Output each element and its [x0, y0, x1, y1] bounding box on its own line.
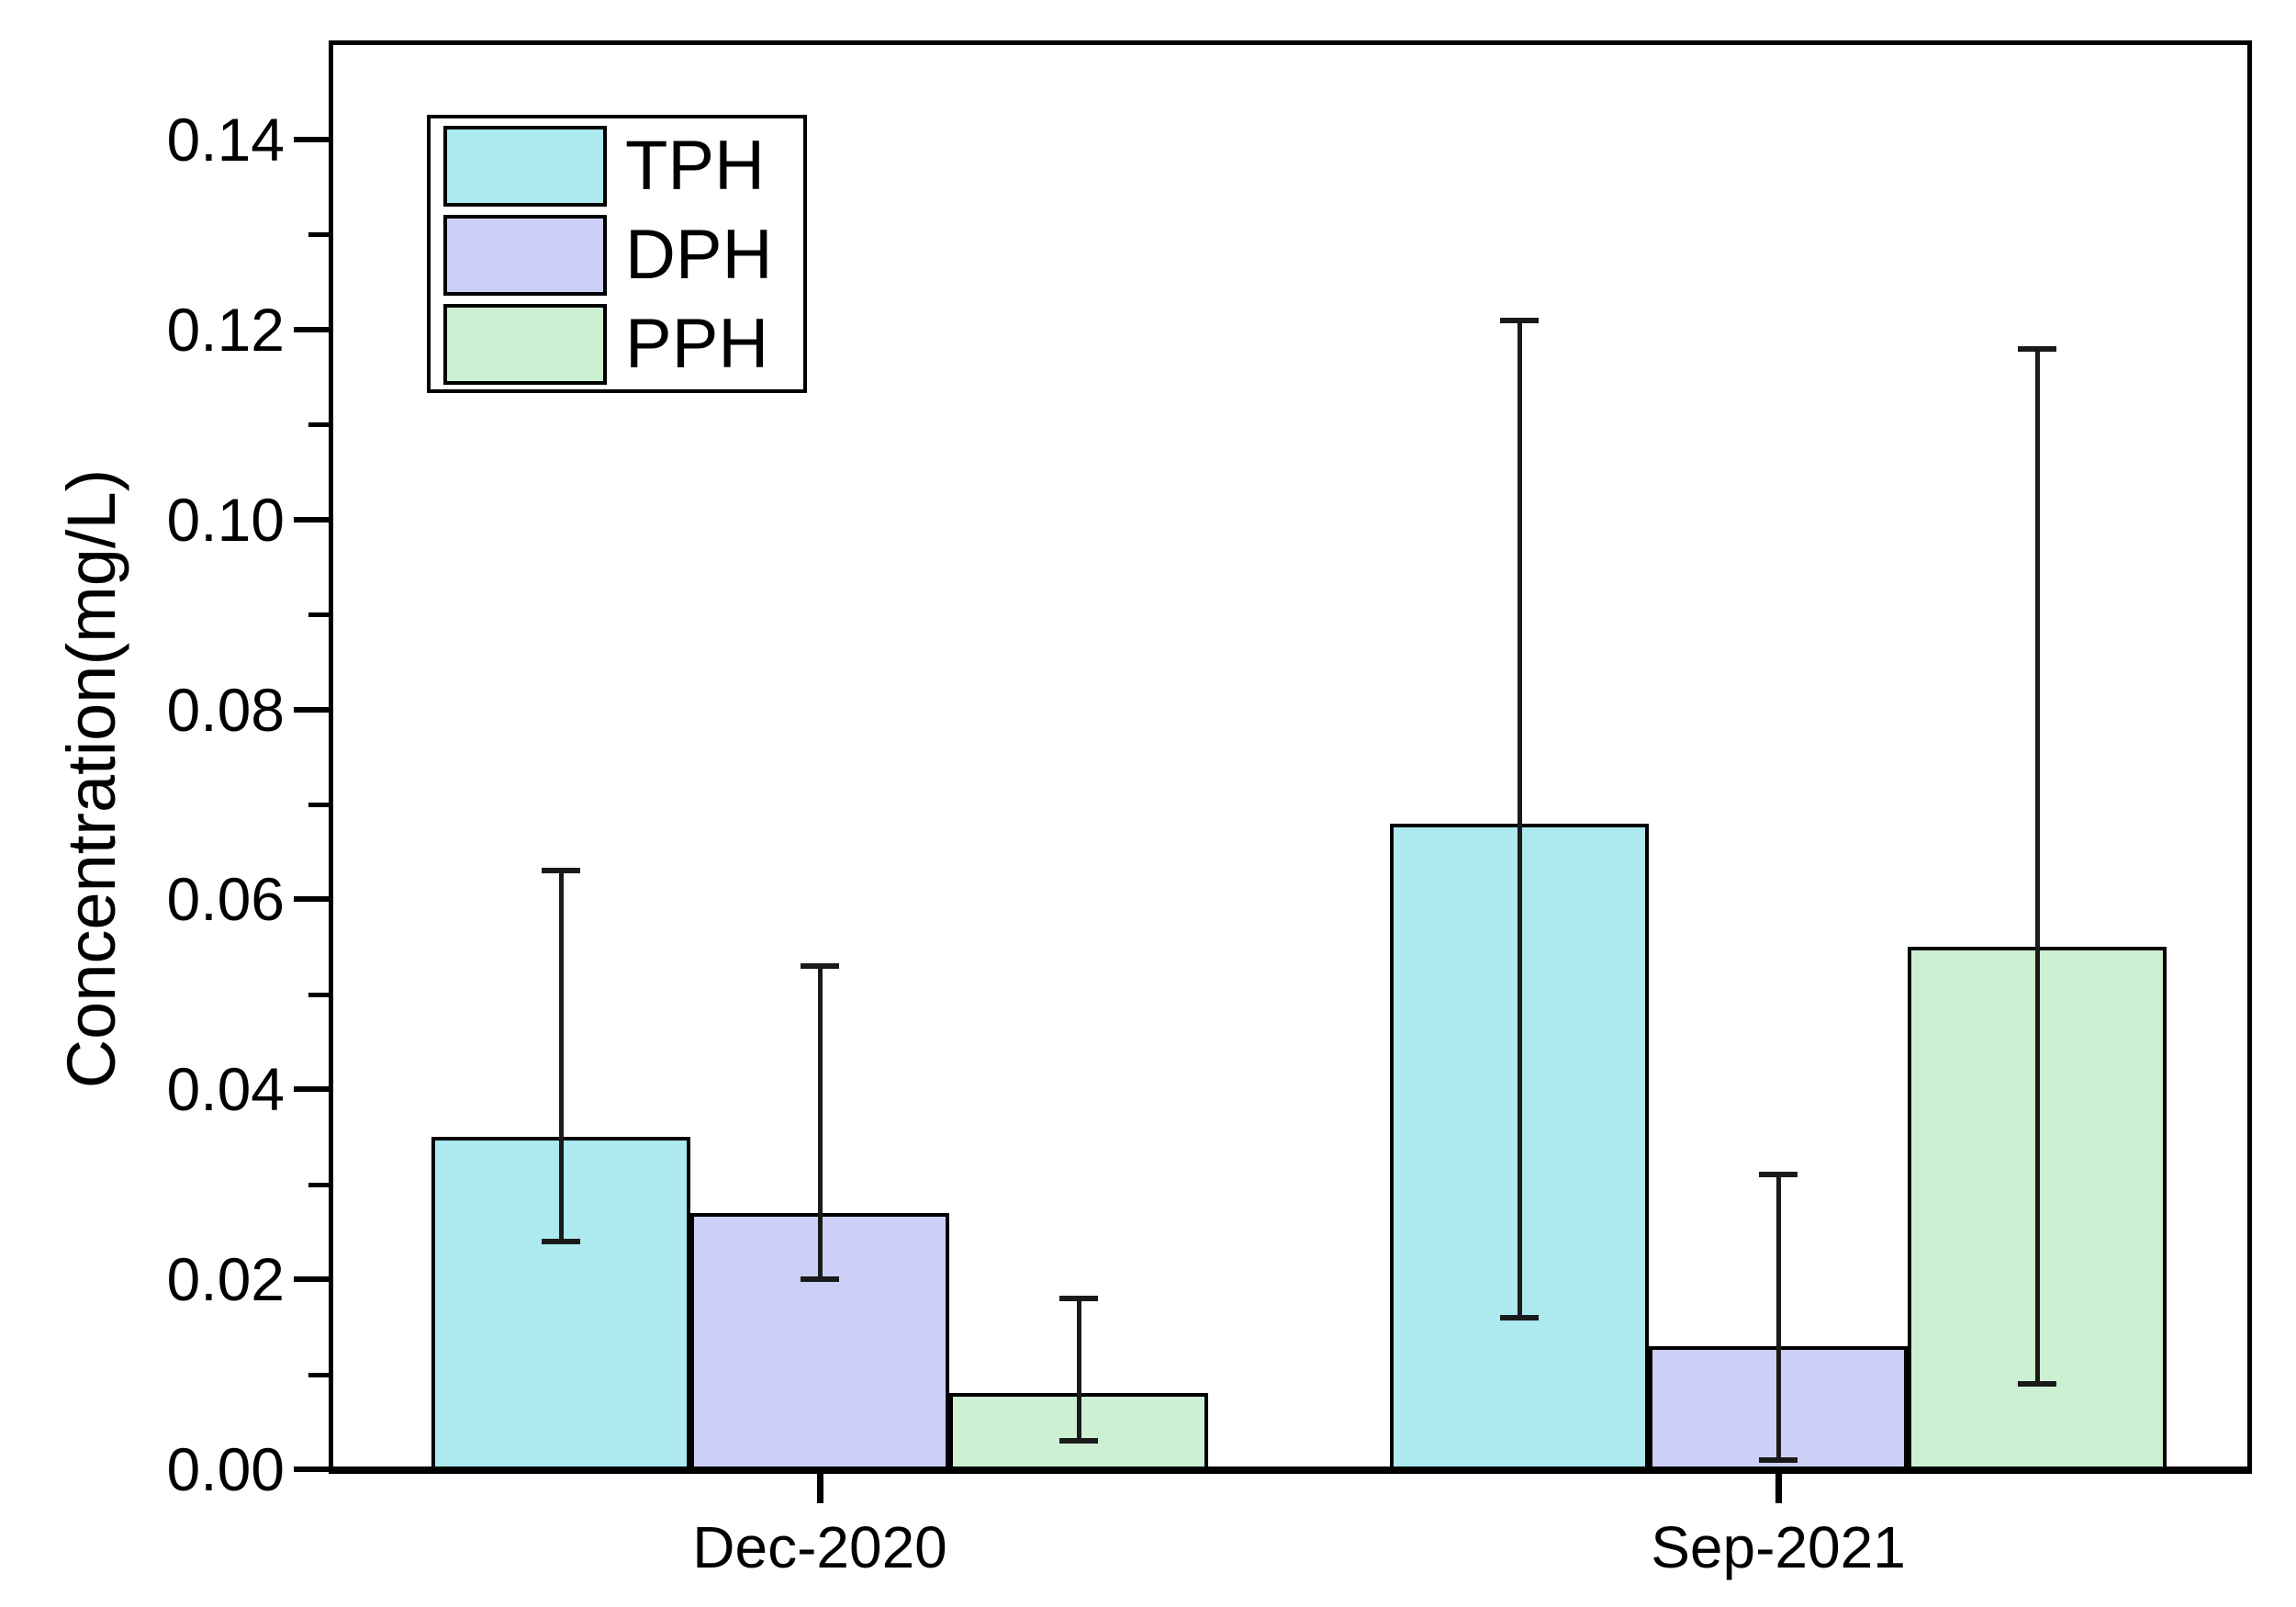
y-major-tick: [294, 1467, 329, 1472]
error-cap-top: [2018, 346, 2056, 352]
y-major-tick: [294, 1276, 329, 1282]
error-cap-bottom: [2018, 1381, 2056, 1387]
y-tick-label: 0.10: [166, 486, 285, 554]
y-major-tick: [294, 327, 329, 332]
error-cap-bottom: [801, 1276, 839, 1282]
x-category-label: Dec-2020: [692, 1514, 947, 1580]
legend: TPH DPH PPH: [427, 115, 807, 393]
error-bar-pph-dec-2020: [1077, 1298, 1081, 1441]
error-cap-top: [1500, 318, 1539, 323]
error-cap-bottom: [1500, 1315, 1539, 1320]
x-category-tick: [1775, 1474, 1782, 1503]
error-cap-top: [1059, 1296, 1098, 1301]
error-bar-dph-sep-2021: [1776, 1174, 1781, 1460]
y-tick-label: 0.04: [166, 1055, 285, 1123]
legend-label-pph: PPH: [625, 305, 769, 383]
error-cap-top: [542, 868, 580, 873]
y-tick-label: 0.14: [166, 106, 285, 174]
error-cap-top: [801, 963, 839, 969]
y-minor-tick: [308, 612, 329, 617]
error-bar-dph-dec-2020: [818, 966, 823, 1279]
error-cap-bottom: [1059, 1438, 1098, 1444]
legend-label-dph: DPH: [625, 216, 773, 294]
y-tick-label: 0.12: [166, 296, 285, 364]
y-tick-label: 0.08: [166, 676, 285, 744]
legend-label-tph: TPH: [625, 127, 765, 205]
error-cap-bottom: [1759, 1457, 1798, 1463]
y-tick-label: 0.06: [166, 865, 285, 933]
legend-swatch-tph: [443, 126, 607, 207]
legend-swatch-pph: [443, 304, 607, 385]
error-bar-tph-dec-2020: [559, 871, 564, 1242]
y-major-tick: [294, 896, 329, 902]
y-major-tick: [294, 517, 329, 523]
y-major-tick: [294, 137, 329, 142]
y-major-tick: [294, 1086, 329, 1092]
x-category-tick: [817, 1474, 823, 1503]
y-tick-label: 0.02: [166, 1245, 285, 1313]
y-minor-tick: [308, 1373, 329, 1377]
y-tick-label: 0.00: [166, 1435, 285, 1503]
y-minor-tick: [308, 422, 329, 427]
y-major-tick: [294, 707, 329, 713]
legend-swatch-dph: [443, 215, 607, 296]
error-cap-top: [1759, 1172, 1798, 1177]
y-minor-tick: [308, 232, 329, 237]
error-bar-pph-sep-2021: [2035, 349, 2040, 1384]
y-minor-tick: [308, 1183, 329, 1187]
y-minor-tick: [308, 803, 329, 807]
x-category-label: Sep-2021: [1651, 1514, 1906, 1580]
error-bar-tph-sep-2021: [1518, 320, 1522, 1318]
error-cap-bottom: [542, 1239, 580, 1244]
y-minor-tick: [308, 993, 329, 997]
